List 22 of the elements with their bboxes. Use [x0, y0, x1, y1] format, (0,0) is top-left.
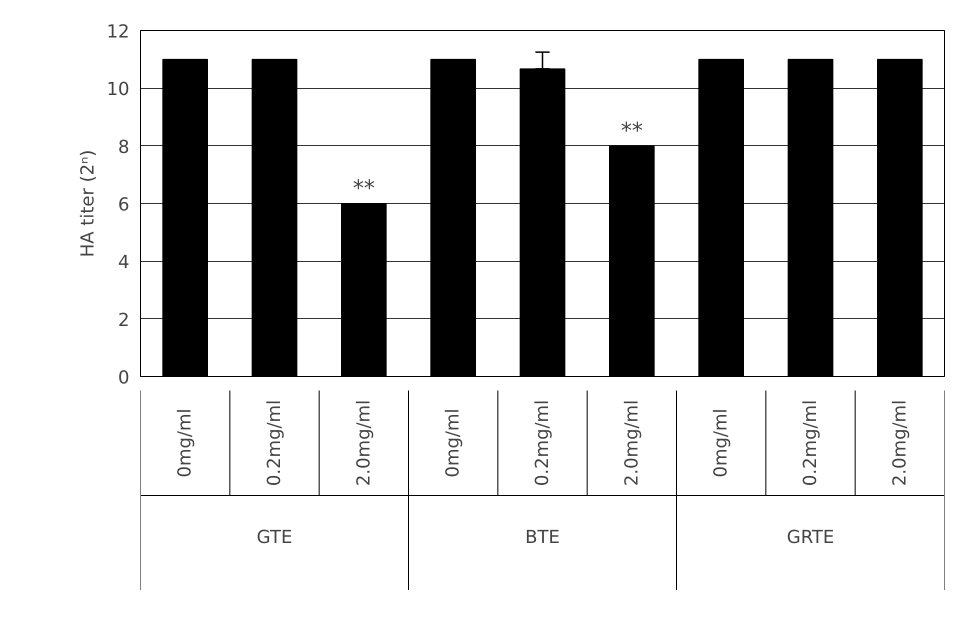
- x-tick-label: 0mg/ml: [442, 408, 464, 478]
- y-axis-title: HA titer (2ⁿ): [78, 150, 99, 258]
- data-label: **: [620, 118, 643, 144]
- x-tick-label: 0.2mg/ml: [532, 400, 553, 486]
- x-tick-label: 0.2mg/ml: [264, 400, 285, 486]
- y-tick-label: 12: [106, 22, 130, 42]
- data-label: **: [352, 176, 375, 202]
- y-tick-label: 6: [118, 194, 130, 216]
- text: BTE: [525, 527, 560, 548]
- y-tick-label: 0: [118, 368, 130, 388]
- text: GRTE: [786, 527, 834, 548]
- x-tick-label: 0.2mg/ml: [800, 400, 821, 486]
- x-tick-label: 2.0mg/ml: [353, 400, 374, 486]
- y-tick-label: 10: [106, 79, 130, 100]
- text: GTE: [256, 527, 292, 548]
- x-tick-label: 2.0mg/ml: [889, 400, 910, 486]
- y-tick-label: 8: [118, 136, 130, 158]
- x-tick-label: 0mg/ml: [174, 408, 196, 478]
- x-tick-label: 0mg/ml: [710, 408, 732, 478]
- y-tick-label: 2: [118, 310, 130, 331]
- y-tick-label: 4: [118, 252, 130, 274]
- x-tick-label: 2.0mg/ml: [621, 400, 642, 486]
